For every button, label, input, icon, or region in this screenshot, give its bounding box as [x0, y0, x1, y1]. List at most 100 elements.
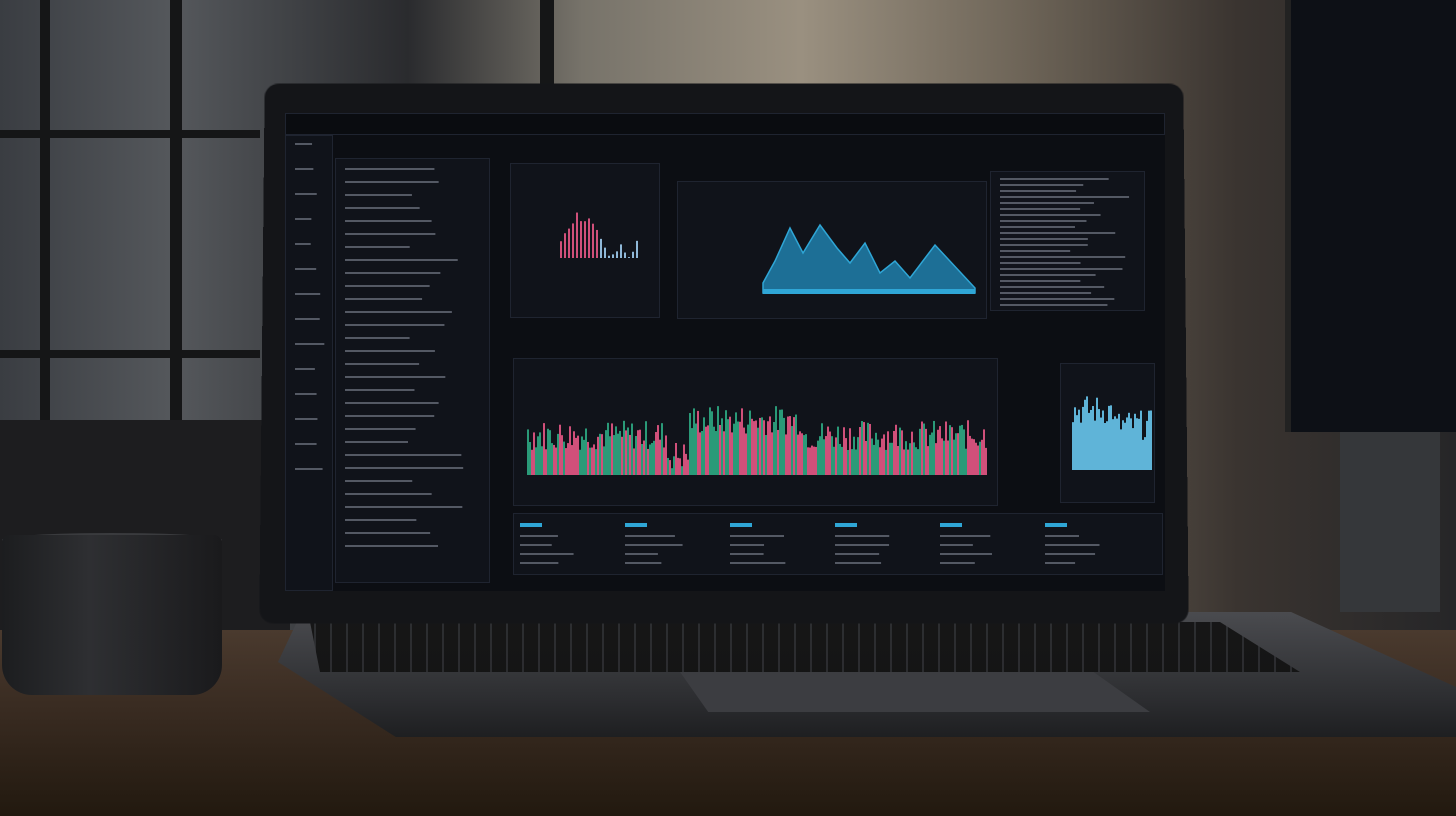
volume-bar: [583, 439, 585, 475]
volume-bar: [613, 435, 615, 475]
text-line: [1000, 256, 1126, 258]
volume-bar: [977, 445, 979, 475]
volume-bar: [857, 437, 859, 475]
stat-badge: [730, 523, 752, 527]
volume-bar: [831, 436, 833, 475]
volume-bar: [769, 416, 771, 475]
volume-bar: [527, 429, 529, 475]
side-histogram-bar: [1150, 410, 1152, 470]
side-histogram-bar: [1128, 412, 1130, 470]
text-line: [1000, 178, 1109, 180]
volume-bar: [969, 435, 971, 475]
text-line: [730, 553, 764, 555]
volume-bar: [791, 426, 793, 475]
volume-bar: [889, 442, 891, 475]
volume-bar: [645, 421, 647, 475]
text-line: [345, 350, 435, 352]
volume-bar: [813, 446, 815, 475]
volume-bar: [647, 448, 649, 475]
text-line: [940, 553, 992, 555]
volume-bar: [609, 436, 611, 475]
volume-bar: [605, 430, 607, 475]
volume-bar: [797, 434, 799, 475]
volume-bar: [631, 423, 633, 475]
volume-bar: [943, 440, 945, 475]
text-line: [295, 268, 317, 270]
sidebar[interactable]: [285, 135, 333, 591]
volume-bar: [839, 443, 841, 475]
volume-bar: [859, 427, 861, 475]
volume-bar: [873, 444, 875, 475]
text-line: [345, 519, 417, 521]
volume-bar: [751, 418, 753, 475]
volume-bar: [915, 447, 917, 475]
background-monitor: [1285, 0, 1456, 432]
text-line: [1000, 202, 1094, 204]
window-mullion: [0, 130, 260, 138]
volume-bar: [845, 438, 847, 475]
volume-bar: [673, 456, 675, 475]
histogram-bar: [616, 251, 618, 258]
side-histogram-bar: [1146, 420, 1148, 470]
volume-bar: [985, 447, 987, 475]
volume-bar: [781, 409, 783, 475]
side-histogram-bar: [1136, 418, 1138, 470]
volume-bar: [529, 441, 531, 475]
volume-bar: [539, 432, 541, 475]
volume-bar: [695, 423, 697, 475]
volume-bar: [617, 433, 619, 475]
side-histogram-bar: [1108, 405, 1110, 470]
text-line: [345, 532, 431, 534]
volume-bar: [681, 466, 683, 475]
text-line: [520, 562, 559, 564]
text-line: [1000, 232, 1116, 234]
side-histogram-bar: [1138, 418, 1140, 470]
volume-bar: [903, 449, 905, 475]
text-line: [295, 143, 313, 145]
side-histogram-bar: [1082, 406, 1084, 470]
volume-bar: [835, 437, 837, 475]
volume-bar: [629, 434, 631, 475]
volume-bar: [881, 438, 883, 475]
text-line: [625, 544, 683, 546]
volume-bar: [731, 432, 733, 475]
volume-bar: [913, 442, 915, 475]
volume-bar: [905, 441, 907, 475]
volume-bar: [843, 427, 845, 475]
text-line: [345, 220, 432, 222]
volume-bar: [669, 460, 671, 475]
laptop-screen: [285, 113, 1165, 591]
side-histogram-bar: [1088, 412, 1090, 470]
volume-bar: [603, 446, 605, 475]
histogram-bar: [592, 223, 594, 258]
volume-bar: [801, 433, 803, 475]
volume-bar: [575, 437, 577, 475]
volume-bar: [651, 443, 653, 475]
volume-bar: [607, 422, 609, 475]
volume-bar: [719, 424, 721, 475]
side-histogram-bar: [1076, 415, 1078, 470]
volume-bar: [707, 425, 709, 475]
volume-bar: [743, 427, 745, 475]
area-series: [762, 223, 976, 294]
text-line: [625, 553, 658, 555]
text-line: [1000, 280, 1081, 282]
volume-bar: [721, 418, 723, 475]
volume-bar: [633, 448, 635, 475]
volume-bar: [789, 416, 791, 475]
stat-badge: [520, 523, 542, 527]
histogram-bar: [600, 238, 602, 258]
window-mullion: [40, 0, 50, 430]
text-line: [345, 363, 420, 365]
text-line: [345, 259, 458, 261]
side-histogram-bar: [1114, 416, 1116, 470]
volume-bar: [675, 442, 677, 475]
side-histogram-bar: [1120, 429, 1122, 470]
volume-bar: [945, 421, 947, 475]
volume-bar: [615, 426, 617, 475]
text-line: [345, 415, 435, 417]
volume-bar: [919, 428, 921, 475]
side-histogram-bar: [1096, 397, 1098, 470]
text-line: [1000, 208, 1081, 210]
volume-bar: [923, 423, 925, 475]
